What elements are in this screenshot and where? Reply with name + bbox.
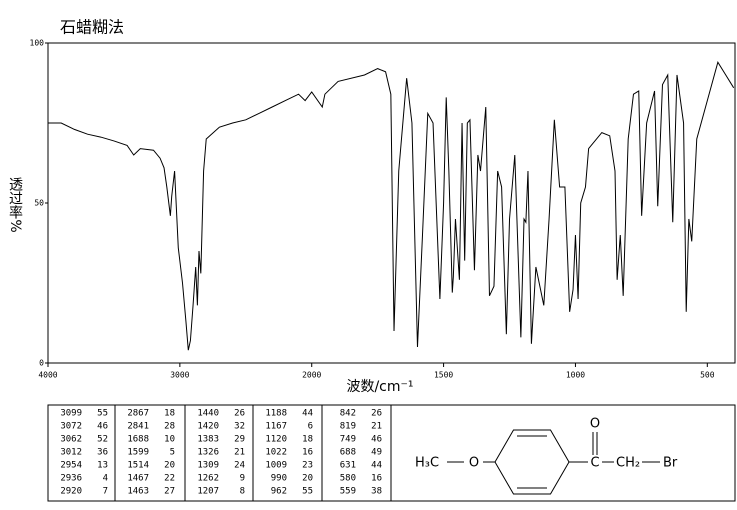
table-transmittance: 6 bbox=[308, 422, 313, 432]
table-wavenumber: 1309 bbox=[197, 461, 219, 471]
x-axis-label: 波数/cm⁻¹ bbox=[346, 379, 413, 395]
x-tick-label: 2000 bbox=[302, 371, 321, 380]
structure-label: H₃C bbox=[415, 456, 439, 471]
y-tick-label: 100 bbox=[30, 39, 45, 48]
y-tick-label: 50 bbox=[34, 199, 44, 208]
table-wavenumber: 3062 bbox=[60, 435, 82, 445]
x-tick-label: 1000 bbox=[566, 371, 585, 380]
table-wavenumber: 2920 bbox=[60, 487, 82, 497]
table-transmittance: 23 bbox=[302, 461, 313, 471]
table-transmittance: 5 bbox=[170, 448, 175, 458]
table-transmittance: 22 bbox=[164, 474, 175, 484]
table-transmittance: 26 bbox=[234, 409, 245, 419]
structure-label: C bbox=[590, 456, 599, 471]
table-wavenumber: 1009 bbox=[265, 461, 287, 471]
structure-label: O bbox=[469, 456, 479, 471]
table-wavenumber: 1420 bbox=[197, 422, 219, 432]
table-transmittance: 16 bbox=[302, 448, 313, 458]
structure-label: Br bbox=[663, 456, 678, 471]
table-transmittance: 18 bbox=[164, 409, 175, 419]
table-transmittance: 55 bbox=[97, 409, 108, 419]
table-transmittance: 29 bbox=[234, 435, 245, 445]
structure-label: O bbox=[590, 417, 600, 432]
table-transmittance: 21 bbox=[234, 448, 245, 458]
x-tick-label: 3000 bbox=[170, 371, 189, 380]
table-transmittance: 4 bbox=[103, 474, 108, 484]
table-wavenumber: 819 bbox=[340, 422, 356, 432]
table-wavenumber: 688 bbox=[340, 448, 356, 458]
y-tick-label: 0 bbox=[39, 359, 44, 368]
table-wavenumber: 1467 bbox=[127, 474, 149, 484]
x-tick-label: 500 bbox=[700, 371, 715, 380]
table-transmittance: 26 bbox=[371, 409, 382, 419]
structure-bonds bbox=[447, 429, 660, 495]
table-wavenumber: 559 bbox=[340, 487, 356, 497]
table-wavenumber: 1207 bbox=[197, 487, 219, 497]
table-wavenumber: 1022 bbox=[265, 448, 287, 458]
table-transmittance: 20 bbox=[302, 474, 313, 484]
table-wavenumber: 1167 bbox=[265, 422, 287, 432]
table-transmittance: 38 bbox=[371, 487, 382, 497]
x-tick-label: 1500 bbox=[434, 371, 453, 380]
table-wavenumber: 1262 bbox=[197, 474, 219, 484]
table-transmittance: 32 bbox=[234, 422, 245, 432]
table-transmittance: 13 bbox=[97, 461, 108, 471]
table-wavenumber: 1326 bbox=[197, 448, 219, 458]
structure-label: CH₂ bbox=[616, 456, 640, 471]
table-wavenumber: 2936 bbox=[60, 474, 82, 484]
table-transmittance: 16 bbox=[371, 474, 382, 484]
table-transmittance: 44 bbox=[302, 409, 313, 419]
table-wavenumber: 2841 bbox=[127, 422, 149, 432]
table-transmittance: 18 bbox=[302, 435, 313, 445]
table-transmittance: 21 bbox=[371, 422, 382, 432]
table-transmittance: 46 bbox=[97, 422, 108, 432]
x-tick-label: 4000 bbox=[38, 371, 57, 380]
table-dividers bbox=[114, 405, 392, 501]
table-transmittance: 52 bbox=[97, 435, 108, 445]
table-wavenumber: 1688 bbox=[127, 435, 149, 445]
table-wavenumber: 3012 bbox=[60, 448, 82, 458]
table-wavenumber: 2954 bbox=[60, 461, 82, 471]
table-transmittance: 27 bbox=[164, 487, 175, 497]
table-wavenumber: 3072 bbox=[60, 422, 82, 432]
y-axis-label: 透过率% bbox=[7, 177, 23, 232]
table-transmittance: 9 bbox=[240, 474, 245, 484]
table-wavenumber: 1383 bbox=[197, 435, 219, 445]
table-wavenumber: 1463 bbox=[127, 487, 149, 497]
table-wavenumber: 749 bbox=[340, 435, 356, 445]
table-wavenumber: 1514 bbox=[127, 461, 149, 471]
table-wavenumber: 631 bbox=[340, 461, 356, 471]
table-wavenumber: 962 bbox=[271, 487, 287, 497]
table-wavenumber: 1599 bbox=[127, 448, 149, 458]
chart-title: 石蜡糊法 bbox=[60, 18, 124, 37]
table-transmittance: 8 bbox=[240, 487, 245, 497]
table-transmittance: 24 bbox=[234, 461, 245, 471]
table-transmittance: 44 bbox=[371, 461, 382, 471]
table-wavenumber: 990 bbox=[271, 474, 287, 484]
table-transmittance: 36 bbox=[97, 448, 108, 458]
table-transmittance: 55 bbox=[302, 487, 313, 497]
table-transmittance: 28 bbox=[164, 422, 175, 432]
plot-frame bbox=[47, 42, 736, 364]
table-wavenumber: 1188 bbox=[265, 409, 287, 419]
table-transmittance: 7 bbox=[103, 487, 108, 497]
table-transmittance: 46 bbox=[371, 435, 382, 445]
table-wavenumber: 1120 bbox=[265, 435, 287, 445]
table-wavenumber: 842 bbox=[340, 409, 356, 419]
table-transmittance: 49 bbox=[371, 448, 382, 458]
spectrum-line bbox=[48, 60, 735, 351]
table-wavenumber: 580 bbox=[340, 474, 356, 484]
table-wavenumber: 2867 bbox=[127, 409, 149, 419]
table-wavenumber: 1440 bbox=[197, 409, 219, 419]
table-transmittance: 10 bbox=[164, 435, 175, 445]
table-transmittance: 20 bbox=[164, 461, 175, 471]
table-wavenumber: 3099 bbox=[60, 409, 82, 419]
